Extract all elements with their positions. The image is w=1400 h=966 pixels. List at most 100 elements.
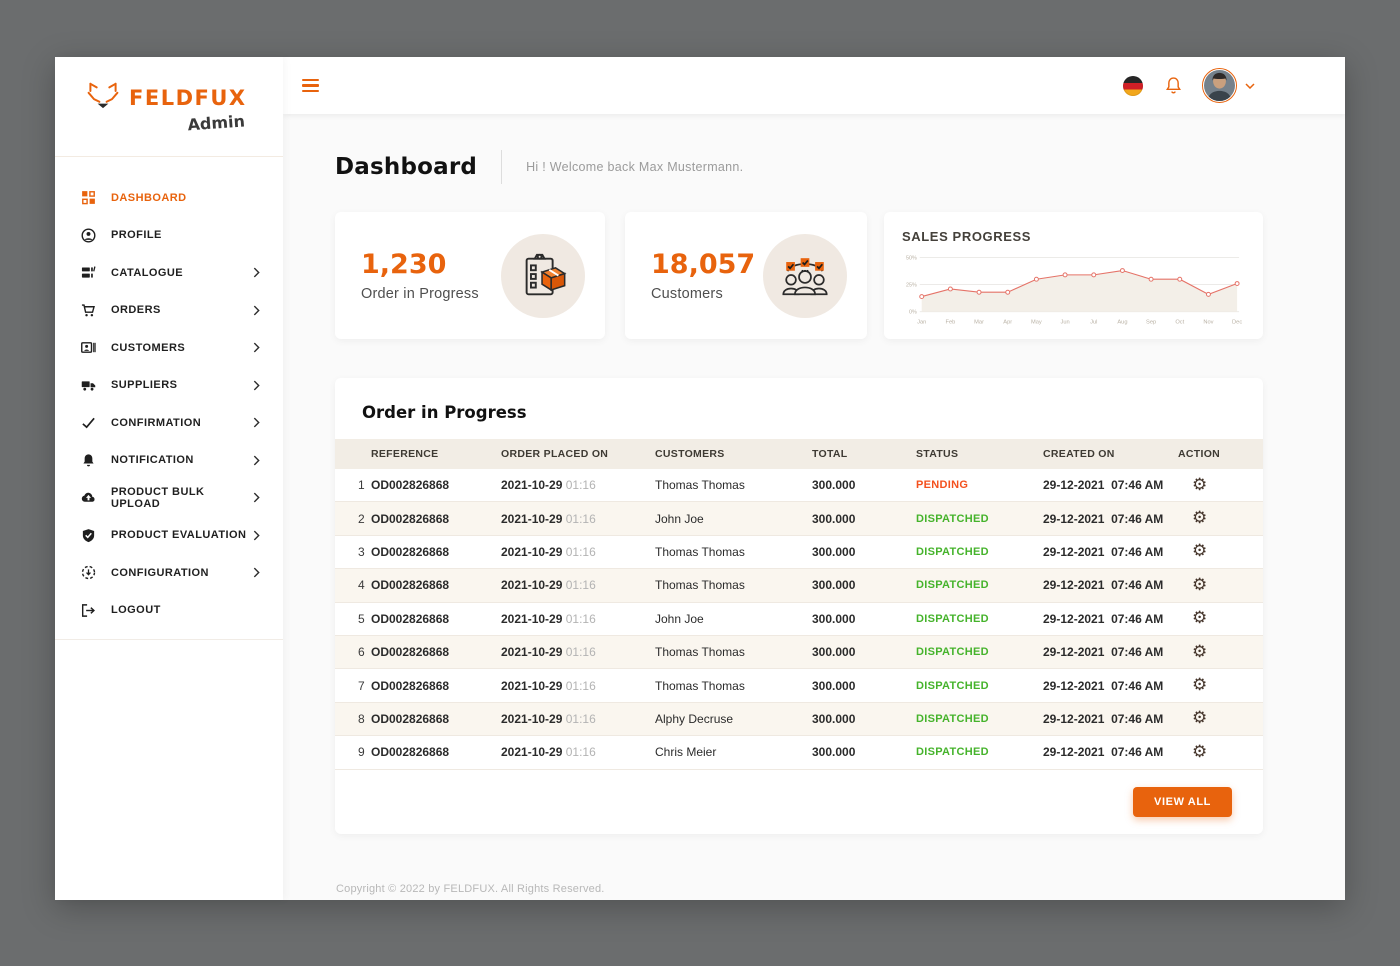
- settings-gear-icon[interactable]: ⚙: [1192, 574, 1208, 595]
- sidebar-item-logout[interactable]: LOGOUT: [55, 592, 283, 630]
- row-created-on: 29-12-2021 07:46 AM: [1043, 578, 1164, 593]
- settings-gear-icon[interactable]: ⚙: [1192, 541, 1208, 562]
- customers-group-icon: [763, 233, 847, 318]
- orders-count-label: Order in Progress: [361, 286, 479, 302]
- svg-text:Apr: Apr: [1003, 320, 1012, 326]
- user-menu[interactable]: [1201, 67, 1255, 104]
- row-customer: John Joe: [655, 611, 704, 626]
- col-order-placed-on: ORDER PLACED ON: [501, 448, 609, 460]
- row-total: 300.000: [812, 544, 856, 559]
- row-order-placed-on: 2021-10-29 01:16: [501, 745, 596, 760]
- row-created-on: 29-12-2021 07:46 AM: [1043, 745, 1164, 760]
- row-reference: OD002826868: [371, 678, 450, 693]
- row-index: 3: [358, 544, 365, 559]
- row-order-placed-on: 2021-10-29 01:16: [501, 611, 596, 626]
- settings-gear-icon[interactable]: ⚙: [1192, 708, 1208, 729]
- row-order-placed-on: 2021-10-29 01:16: [501, 511, 596, 526]
- notification-bell-icon: [80, 452, 97, 469]
- sidebar-nav: DASHBOARD PROFILE CATALOGUE ORDERS CUSTO…: [55, 157, 283, 640]
- table-body: 1 OD002826868 2021-10-29 01:16 Thomas Th…: [335, 469, 1263, 770]
- row-index: 4: [358, 578, 365, 593]
- svg-text:Jul: Jul: [1090, 320, 1097, 326]
- table-row: 1 OD002826868 2021-10-29 01:16 Thomas Th…: [335, 469, 1263, 503]
- welcome-message: Hi ! Welcome back Max Mustermann.: [526, 160, 744, 174]
- svg-text:0%: 0%: [909, 310, 917, 316]
- sidebar-item-suppliers[interactable]: SUPPLIERS: [55, 367, 283, 405]
- view-all-button[interactable]: VIEW ALL: [1133, 786, 1232, 817]
- sidebar-item-dashboard[interactable]: DASHBOARD: [55, 179, 283, 217]
- sidebar-item-configuration[interactable]: CONFIGURATION: [55, 554, 283, 592]
- col-status: STATUS: [916, 448, 959, 460]
- row-status-badge: DISPATCHED: [916, 679, 989, 692]
- table-row: 9 OD002826868 2021-10-29 01:16 Chris Mei…: [335, 736, 1263, 770]
- row-status-badge: DISPATCHED: [916, 612, 989, 625]
- row-total: 300.000: [812, 478, 856, 493]
- fox-icon: [85, 81, 121, 115]
- table-row: 2 OD002826868 2021-10-29 01:16 John Joe …: [335, 502, 1263, 536]
- settings-gear-icon[interactable]: ⚙: [1192, 641, 1208, 662]
- chevron-right-icon: [253, 455, 261, 466]
- sidebar-item-catalogue[interactable]: CATALOGUE: [55, 254, 283, 292]
- row-status-badge: DISPATCHED: [916, 712, 989, 725]
- hamburger-icon[interactable]: [302, 78, 319, 93]
- row-index: 2: [358, 511, 365, 526]
- table-row: 4 OD002826868 2021-10-29 01:16 Thomas Th…: [335, 569, 1263, 603]
- row-created-on: 29-12-2021 07:46 AM: [1043, 678, 1164, 693]
- settings-gear-icon[interactable]: ⚙: [1192, 508, 1208, 529]
- row-customer: Thomas Thomas: [655, 678, 745, 693]
- row-status-badge: DISPATCHED: [916, 579, 989, 592]
- settings-gear-icon[interactable]: ⚙: [1192, 741, 1208, 762]
- customers-count-label: Customers: [651, 286, 723, 302]
- col-reference: REFERENCE: [371, 448, 439, 460]
- chevron-down-icon[interactable]: [1245, 82, 1255, 89]
- row-created-on: 29-12-2021 07:46 AM: [1043, 544, 1164, 559]
- row-reference: OD002826868: [371, 611, 450, 626]
- topbar: [283, 57, 1345, 114]
- chevron-right-icon: [253, 530, 261, 541]
- customers-card: 18,057 Customers: [625, 212, 867, 339]
- row-customer: Thomas Thomas: [655, 578, 745, 593]
- row-customer: John Joe: [655, 511, 704, 526]
- chevron-right-icon: [253, 492, 261, 503]
- user-avatar[interactable]: [1201, 67, 1238, 104]
- brand-logo: FELDFUX Admin: [55, 57, 283, 157]
- settings-gear-icon[interactable]: ⚙: [1192, 474, 1208, 495]
- table-header-row: REFERENCE ORDER PLACED ON CUSTOMERS TOTA…: [335, 439, 1263, 469]
- svg-text:Aug: Aug: [1117, 320, 1127, 326]
- sidebar-item-orders[interactable]: ORDERS: [55, 292, 283, 330]
- svg-text:Dec: Dec: [1232, 320, 1242, 326]
- logout-icon: [80, 602, 97, 619]
- sidebar-item-product-evaluation[interactable]: PRODUCT EVALUATION: [55, 517, 283, 555]
- svg-text:May: May: [1031, 320, 1042, 326]
- german-flag-icon[interactable]: [1123, 75, 1143, 96]
- row-index: 5: [358, 611, 365, 626]
- orders-count: 1,230: [361, 249, 447, 280]
- svg-text:Nov: Nov: [1203, 320, 1213, 326]
- sidebar-item-profile[interactable]: PROFILE: [55, 217, 283, 255]
- sidebar-item-product-bulk-upload[interactable]: PRODUCT BULK UPLOAD: [55, 479, 283, 517]
- table-row: 5 OD002826868 2021-10-29 01:16 John Joe …: [335, 603, 1263, 636]
- sidebar-item-customers[interactable]: CUSTOMERS: [55, 329, 283, 367]
- row-order-placed-on: 2021-10-29 01:16: [501, 678, 596, 693]
- settings-gear-icon[interactable]: ⚙: [1192, 675, 1208, 696]
- row-total: 300.000: [812, 645, 856, 660]
- row-index: 8: [358, 711, 365, 726]
- sidebar-item-notification[interactable]: NOTIFICATION: [55, 442, 283, 480]
- chevron-right-icon: [253, 267, 261, 278]
- row-created-on: 29-12-2021 07:46 AM: [1043, 478, 1164, 493]
- row-reference: OD002826868: [371, 578, 450, 593]
- row-customer: Thomas Thomas: [655, 544, 745, 559]
- sidebar-item-confirmation[interactable]: CONFIRMATION: [55, 404, 283, 442]
- settings-gear-icon[interactable]: ⚙: [1192, 608, 1208, 629]
- bell-icon[interactable]: [1164, 76, 1183, 95]
- customers-count: 18,057: [651, 249, 756, 280]
- chevron-right-icon: [253, 305, 261, 316]
- svg-text:Jun: Jun: [1060, 320, 1069, 326]
- main-area: Dashboard Hi ! Welcome back Max Musterma…: [283, 57, 1345, 900]
- row-total: 300.000: [812, 745, 856, 760]
- orders-cart-icon: [80, 302, 97, 319]
- svg-text:Jan: Jan: [917, 320, 926, 326]
- catalogue-icon: [80, 264, 97, 281]
- row-total: 300.000: [812, 711, 856, 726]
- stat-cards-row: 1,230 Order in Progress: [335, 212, 1263, 339]
